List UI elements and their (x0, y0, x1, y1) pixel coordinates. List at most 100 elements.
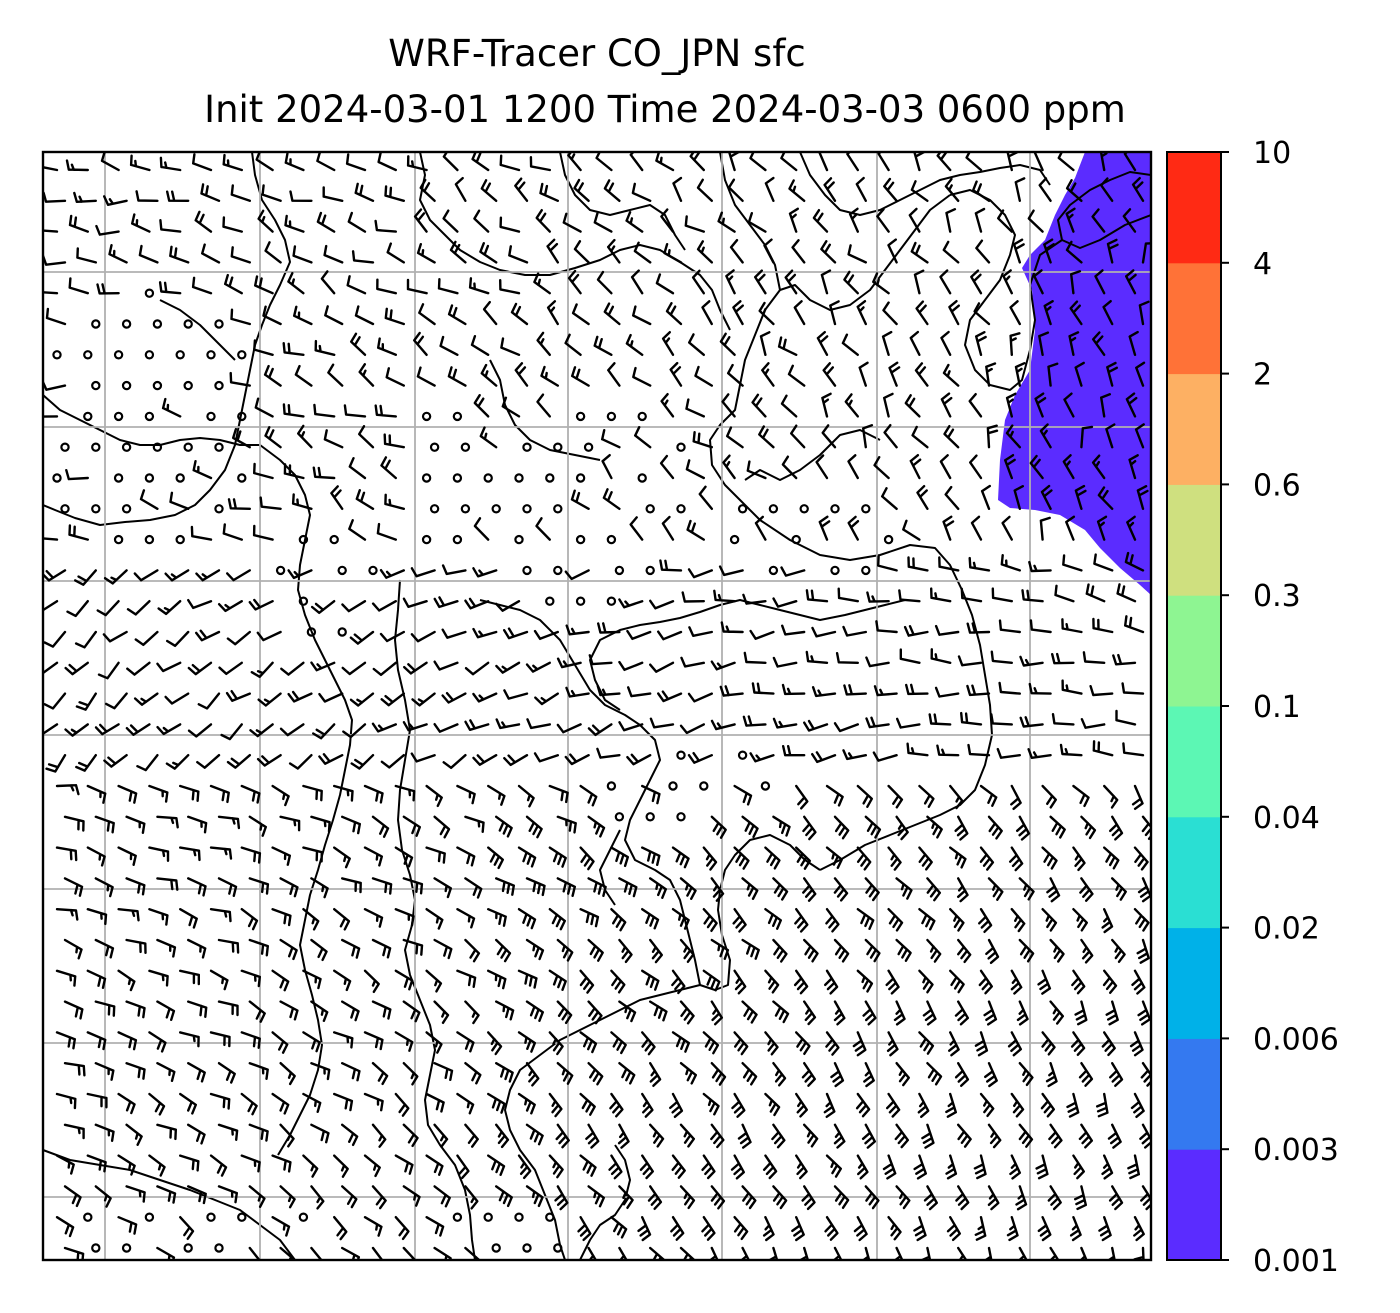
wind-barb (402, 1185, 421, 1207)
wind-barb (632, 366, 652, 387)
calm-wind-marker (183, 442, 193, 452)
wind-barb (975, 331, 987, 356)
wind-barb (1124, 551, 1145, 572)
wind-barb (406, 278, 428, 295)
wind-barb (222, 523, 243, 541)
wind-barb (743, 651, 767, 664)
wind-barb (618, 721, 644, 732)
wind-barb (1097, 486, 1114, 510)
wind-barb (740, 1246, 751, 1260)
wind-barb (126, 661, 151, 676)
wind-barb (861, 1123, 876, 1149)
wind-barb (1018, 1123, 1034, 1148)
wind-barb (866, 591, 890, 603)
wind-barb (1002, 269, 1013, 295)
wind-barb (525, 1185, 544, 1208)
colorbar-tick-label: 10 (1253, 136, 1291, 171)
wind-barb (1029, 619, 1052, 634)
wind-barb (685, 459, 705, 480)
wind-barb (262, 305, 282, 326)
wind-barb (710, 1123, 725, 1149)
wind-barb (679, 1062, 697, 1085)
wind-barb (117, 846, 137, 866)
wind-barb (43, 165, 59, 172)
wind-barb (1000, 554, 1021, 572)
calm-wind-marker (144, 534, 155, 545)
wind-barb (1091, 208, 1106, 233)
wind-barb (1070, 270, 1082, 295)
wind-barb (363, 1216, 383, 1237)
wind-barb (1122, 742, 1145, 757)
wind-barb (209, 846, 233, 860)
wind-barb (887, 784, 904, 809)
wind-barb (94, 1062, 115, 1081)
wind-barb (1137, 877, 1151, 903)
wind-barb (607, 238, 621, 264)
wind-barb (1009, 1154, 1021, 1180)
wind-barb (187, 877, 207, 897)
wind-barb (784, 269, 798, 295)
wind-barb (94, 1123, 115, 1142)
wind-barb (439, 335, 459, 356)
wind-barb (1029, 454, 1044, 480)
wind-barb (772, 656, 798, 668)
wind-barb (1096, 515, 1108, 541)
wind-barb (587, 877, 607, 897)
wind-barb (556, 877, 576, 897)
wind-barb (330, 485, 344, 510)
wind-barb (148, 1092, 166, 1116)
wind-barb (333, 1092, 354, 1112)
wind-barb (510, 302, 529, 326)
wind-barb (939, 454, 952, 480)
colorbar-swatch (1167, 706, 1221, 818)
wind-barb (661, 331, 675, 356)
wind-barb (169, 491, 190, 510)
wind-barb (888, 361, 901, 387)
wind-barb (495, 938, 512, 963)
calm-wind-marker (514, 534, 524, 545)
wind-barb (1134, 423, 1145, 449)
wind-barb (847, 515, 860, 541)
wind-barb (63, 1123, 85, 1140)
wind-barb (587, 723, 613, 737)
wind-barb (737, 1123, 752, 1149)
wind-barb (957, 877, 969, 903)
wind-barb (923, 1185, 938, 1211)
wind-barb (63, 1185, 82, 1208)
wind-barb (196, 754, 221, 769)
calm-wind-marker (883, 534, 894, 545)
wind-barb (641, 969, 660, 991)
wind-barb (394, 784, 416, 802)
wind-barb (679, 1123, 695, 1148)
wind-barb (825, 908, 840, 933)
wind-barb (823, 177, 837, 202)
wind-barb (875, 620, 898, 634)
wind-barb (679, 723, 705, 735)
wind-barb (341, 600, 367, 613)
wind-barb (363, 969, 380, 994)
wind-barb (379, 569, 405, 579)
wind-barb (310, 938, 328, 962)
wind-barb (1007, 1031, 1022, 1057)
calm-wind-marker (614, 812, 625, 822)
wind-barb (882, 1154, 897, 1180)
wind-barb (701, 1154, 716, 1180)
wind-barb (333, 1216, 348, 1241)
wind-barb (872, 751, 898, 762)
wind-barb (686, 519, 705, 541)
wind-barb (94, 1000, 116, 1017)
calm-wind-marker (575, 534, 586, 545)
wind-barb (887, 238, 898, 264)
wind-barb (680, 656, 705, 668)
wind-barb (767, 1246, 779, 1260)
calm-wind-marker (522, 565, 532, 576)
wind-barb (248, 1123, 269, 1142)
wind-barb (726, 426, 744, 449)
wind-barb (548, 846, 567, 868)
wind-barb (883, 392, 894, 418)
wind-barb (710, 660, 736, 671)
colorbar-swatch (1167, 816, 1221, 929)
wind-barb (1019, 655, 1044, 667)
wind-barb (795, 784, 809, 810)
wind-barb (1009, 300, 1021, 326)
